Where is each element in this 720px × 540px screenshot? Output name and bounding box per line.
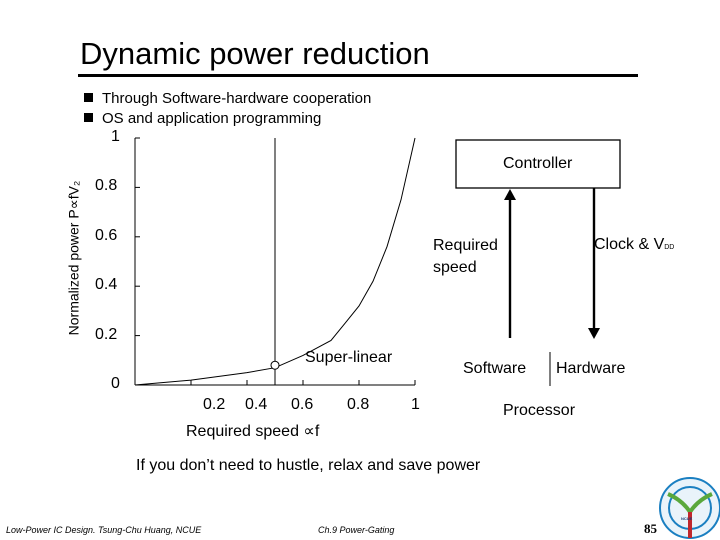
- hardware-label: Hardware: [556, 360, 626, 377]
- arrowhead-down-icon: [588, 328, 600, 339]
- square-bullet-icon: [84, 113, 93, 122]
- page-number: 85: [644, 521, 657, 536]
- arrowhead-up-icon: [504, 189, 516, 200]
- clock-vdd-label: Clock & VDD: [594, 236, 674, 254]
- processor-label: Processor: [503, 402, 576, 419]
- required-speed-label: Required speed: [433, 237, 498, 276]
- title-underline: [78, 74, 638, 77]
- bullet-text-1: Through Software-hardware cooperation: [102, 90, 372, 107]
- tagline: If you don’t need to hustle, relax and s…: [136, 457, 481, 474]
- y-tick-label: 0.2: [95, 325, 118, 343]
- controller-label: Controller: [503, 155, 573, 172]
- footer-chapter: Ch.9 Power-Gating: [318, 525, 395, 535]
- bullet-item-2: OS and application programming: [84, 110, 321, 127]
- x-tick-label: 0.8: [347, 396, 370, 413]
- software-label: Software: [463, 360, 527, 377]
- ncue-logo-icon: [659, 477, 720, 539]
- operating-point-marker: [270, 360, 280, 370]
- y-tick-label: 0.4: [95, 276, 118, 294]
- x-tick-label: 0.6: [291, 396, 314, 413]
- y-tick-label: 1: [111, 128, 120, 145]
- y-tick-label: 0.8: [95, 177, 118, 195]
- x-axis-label: Required speed ∝f: [186, 423, 320, 440]
- bullet-text-2: OS and application programming: [102, 110, 322, 127]
- bullet-item-1: Through Software-hardware cooperation: [84, 90, 371, 107]
- slide-title: Dynamic power reduction: [80, 36, 430, 71]
- clock-text: Clock & V: [594, 236, 665, 253]
- controller-box: [455, 139, 621, 189]
- logo-text: NCUE: [681, 516, 693, 521]
- footer-course: Low-Power IC Design. Tsung-Chu Huang, NC…: [6, 525, 202, 535]
- vdd-subscript: DD: [664, 244, 675, 251]
- y-axis-label: Normalized power P∝fV₂: [65, 180, 82, 336]
- power-curve: [134, 137, 416, 386]
- y-tick-label: 0.6: [95, 226, 118, 244]
- x-tick-label: 0.4: [245, 396, 268, 413]
- curve-annotation: Super-linear: [305, 349, 393, 366]
- x-tick-label: 1: [411, 396, 420, 413]
- x-tick-label: 0.2: [203, 396, 226, 413]
- square-bullet-icon: [84, 93, 93, 102]
- y-tick-label: 0: [111, 375, 120, 392]
